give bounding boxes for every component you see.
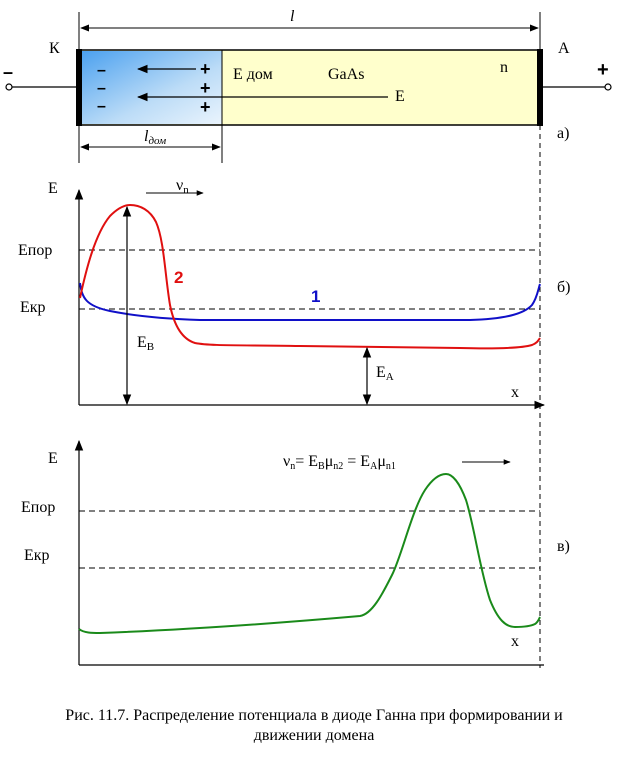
ea-label: EA [376,364,394,383]
domain-region [80,51,222,124]
diode-panel: l – + К А – – – + + + E дом GaAs n E [3,8,612,163]
curve-2-label: 2 [174,268,183,287]
panel-c-label: в) [557,538,570,555]
plot-c-x-label: x [511,633,519,650]
material-label: GaAs [328,66,364,83]
curve-1 [79,282,541,321]
curve-2 [79,203,541,350]
domain-field-label: E дом [233,66,273,83]
plot-b-y-label: E [48,180,58,197]
plot-c-threshold-label: Eпор [21,499,55,516]
charge-plus-3: + [200,97,211,117]
cathode-minus: – [3,62,13,82]
plot-b-velocity-label: νn [176,177,189,196]
plot-b: E x Eпор Eкр 1 2 νn EB EA б) [18,177,570,410]
plot-b-threshold-label: Eпор [18,242,52,259]
charge-minus-2: – [97,80,106,97]
plot-c-y-label: E [48,450,58,467]
plot-c-critical-label: Eкр [24,547,50,564]
anode-terminal [604,83,612,91]
charge-plus-1: + [200,59,211,79]
anode-label: А [558,40,570,57]
plot-c-formula: νn= EBμn2 = EAμn1 [283,453,396,472]
curve-1-label: 1 [311,287,320,306]
type-label: n [500,59,508,76]
cathode-label: К [49,40,60,57]
panel-b-label: б) [557,279,570,296]
curve-c [78,472,541,635]
charge-minus-1: – [97,62,106,79]
plot-b-critical-label: Eкр [20,299,46,316]
plot-b-x-label: x [511,384,519,401]
caption-line-2: движении домена [253,727,375,744]
figure-caption: Рис. 11.7. Распределение потенциала в ди… [0,706,628,746]
charge-minus-3: – [97,98,106,115]
anode-plus: + [597,59,609,81]
length-label: l [290,8,295,25]
cathode-terminal [5,83,13,91]
panel-a-label: а) [557,125,569,142]
anode-contact [537,49,543,126]
domain-length-label: lдом [144,128,166,147]
field-label: E [395,88,405,105]
cathode-contact [76,49,82,126]
caption-line-1: Рис. 11.7. Распределение потенциала в ди… [65,707,563,724]
plot-c: E x Eпор Eкр νn= EBμn2 = EAμn1 в) [21,439,570,666]
charge-plus-2: + [200,78,211,98]
eb-label: EB [137,334,154,353]
